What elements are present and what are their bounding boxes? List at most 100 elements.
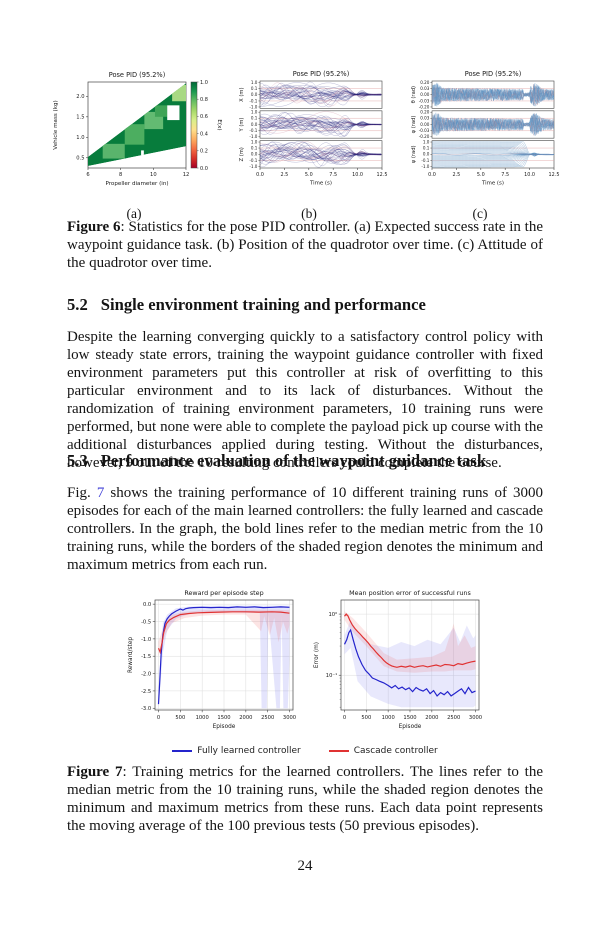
- svg-text:0.8: 0.8: [200, 97, 208, 103]
- svg-text:1.0: 1.0: [251, 80, 258, 85]
- svg-text:2.5: 2.5: [281, 172, 289, 178]
- svg-text:0: 0: [343, 715, 346, 721]
- section-5-3-number: 5.3: [67, 451, 88, 470]
- svg-text:0.0: 0.0: [143, 602, 151, 608]
- svg-text:Z (m): Z (m): [239, 147, 245, 161]
- svg-text:0.03: 0.03: [420, 86, 430, 91]
- svg-text:12.5: 12.5: [549, 172, 560, 178]
- svg-text:0.1: 0.1: [251, 86, 258, 91]
- figure6-subplot-b: Pose PID (95.2%) 1.0 0.1 0.0 -0.1 -1.0 X (m) 1.…: [230, 68, 388, 222]
- svg-text:Pose PID (95.2%): Pose PID (95.2%): [109, 71, 166, 79]
- svg-text:7.5: 7.5: [329, 172, 337, 178]
- figure6-subplot-a: Pose PID (95.2%) 6 8 10 12 0.5 1.0 1.5 2.0 Propel…: [46, 68, 222, 222]
- section-5-3-title: Performance evaluation of the waypoint g…: [100, 451, 487, 470]
- svg-text:0.0: 0.0: [423, 152, 430, 157]
- svg-text:10⁻¹: 10⁻¹: [326, 673, 337, 679]
- svg-text:1500: 1500: [403, 715, 416, 721]
- figure6-sublabel-b: (b): [301, 206, 317, 221]
- svg-text:3000: 3000: [283, 715, 296, 721]
- svg-text:-0.1: -0.1: [421, 158, 429, 163]
- section-5-2-heading: 5.2 Single environment training and perfo…: [67, 295, 543, 315]
- svg-text:1.0: 1.0: [423, 139, 430, 144]
- svg-text:-0.03: -0.03: [419, 128, 430, 133]
- svg-text:Reward per episode step: Reward per episode step: [184, 589, 263, 597]
- svg-text:ψ (rad): ψ (rad): [411, 145, 417, 163]
- svg-text:0.0: 0.0: [251, 92, 258, 97]
- svg-text:Propeller diameter (in): Propeller diameter (in): [105, 181, 168, 187]
- svg-text:0.6: 0.6: [200, 114, 208, 120]
- svg-text:500: 500: [175, 715, 185, 721]
- section-5-3-body-suffix: shows the training performance of 10 dif…: [67, 485, 543, 573]
- svg-text:3000: 3000: [469, 715, 482, 721]
- svg-text:2.5: 2.5: [453, 172, 461, 178]
- svg-text:0.4: 0.4: [200, 131, 208, 137]
- svg-text:0.03: 0.03: [420, 116, 430, 121]
- svg-text:12: 12: [183, 172, 190, 178]
- legend-item-fully-learned: Fully learned controller: [172, 746, 301, 756]
- svg-text:2000: 2000: [425, 715, 438, 721]
- svg-text:-0.03: -0.03: [419, 98, 430, 103]
- svg-text:Error (m): Error (m): [314, 642, 320, 668]
- svg-text:2.0: 2.0: [76, 94, 84, 100]
- figure7-error-chart: Mean position error of successful runs 0 5…: [309, 586, 487, 743]
- figure6-sublabel-c: (c): [472, 206, 488, 221]
- legend-label: Fully learned controller: [197, 746, 301, 756]
- svg-text:500: 500: [361, 715, 371, 721]
- figure6: Pose PID (95.2%) 6 8 10 12 0.5 1.0 1.5 2.0 Propel…: [46, 68, 564, 222]
- svg-text:10⁰: 10⁰: [329, 612, 338, 618]
- section-5-2-paragraph: Despite the learning converging quickly …: [67, 328, 543, 472]
- svg-text:0.20: 0.20: [420, 110, 430, 115]
- svg-text:0.0: 0.0: [256, 172, 264, 178]
- svg-text:12.5: 12.5: [377, 172, 388, 178]
- figure6-heatmap-chart: Pose PID (95.2%) 6 8 10 12 0.5 1.0 1.5 2.0 Propel…: [46, 68, 222, 201]
- svg-text:0.00: 0.00: [420, 122, 430, 127]
- section-5-3-paragraph: Fig. 7 shows the training performance of…: [67, 484, 543, 574]
- figure6-caption-label: Figure 6: [67, 219, 121, 235]
- svg-text:-0.20: -0.20: [419, 134, 430, 139]
- svg-text:1000: 1000: [196, 715, 209, 721]
- figure6-position-chart: Pose PID (95.2%) 1.0 0.1 0.0 -0.1 -1.0 X (m) 1.…: [230, 68, 388, 201]
- svg-text:0: 0: [157, 715, 160, 721]
- svg-text:0.2: 0.2: [200, 149, 208, 155]
- svg-text:-3.0: -3.0: [141, 706, 151, 712]
- svg-text:-0.1: -0.1: [249, 128, 257, 133]
- svg-text:φ (rad): φ (rad): [411, 116, 417, 134]
- svg-text:1.0: 1.0: [76, 135, 84, 141]
- svg-text:-2.0: -2.0: [141, 671, 151, 677]
- figure6-subplot-c: Pose PID (95.2%) 0.20 0.03 0.00 -0.03 -0.20 θ …: [396, 68, 564, 222]
- figure7-caption-label: Figure 7: [67, 764, 123, 780]
- svg-text:-2.5: -2.5: [141, 689, 151, 695]
- figure7-caption: Figure 7: Training metrics for the learn…: [67, 763, 543, 835]
- svg-text:0.0: 0.0: [251, 122, 258, 127]
- figure6-caption-text: : Statistics for the pose PID controller…: [67, 219, 543, 271]
- svg-text:-0.20: -0.20: [419, 104, 430, 109]
- svg-text:0.1: 0.1: [251, 145, 258, 150]
- section-5-3-body-prefix: Fig.: [67, 485, 97, 501]
- svg-text:Pose PID (95.2%): Pose PID (95.2%): [465, 70, 522, 78]
- legend-line-swatch: [328, 749, 349, 753]
- figure7-caption-text: : Training metrics for the learned contr…: [67, 764, 543, 834]
- legend-line-swatch: [172, 749, 193, 753]
- figure7-reference-link[interactable]: 7: [96, 485, 105, 501]
- svg-text:1.0: 1.0: [251, 139, 258, 144]
- svg-text:-1.0: -1.0: [249, 134, 257, 139]
- svg-text:-1.0: -1.0: [421, 164, 429, 169]
- svg-text:-0.5: -0.5: [141, 619, 151, 625]
- svg-text:7.5: 7.5: [501, 172, 509, 178]
- svg-text:-1.5: -1.5: [141, 654, 151, 660]
- svg-text:-1.0: -1.0: [141, 637, 151, 643]
- svg-text:Episode: Episode: [399, 724, 422, 730]
- svg-text:10.0: 10.0: [524, 172, 535, 178]
- svg-text:-1.0: -1.0: [249, 164, 257, 169]
- svg-text:Time (s): Time (s): [481, 181, 504, 187]
- svg-text:θ (rad): θ (rad): [411, 86, 417, 103]
- svg-text:Time (s): Time (s): [309, 181, 332, 187]
- svg-text:0.00: 0.00: [420, 92, 430, 97]
- svg-text:E(x): E(x): [216, 119, 222, 130]
- svg-text:-0.1: -0.1: [249, 98, 257, 103]
- section-5-2-body-text: Despite the learning converging quickly …: [67, 329, 543, 471]
- section-5-2-title: Single environment training and performa…: [100, 295, 426, 314]
- svg-text:5.0: 5.0: [477, 172, 485, 178]
- svg-text:0.0: 0.0: [251, 152, 258, 157]
